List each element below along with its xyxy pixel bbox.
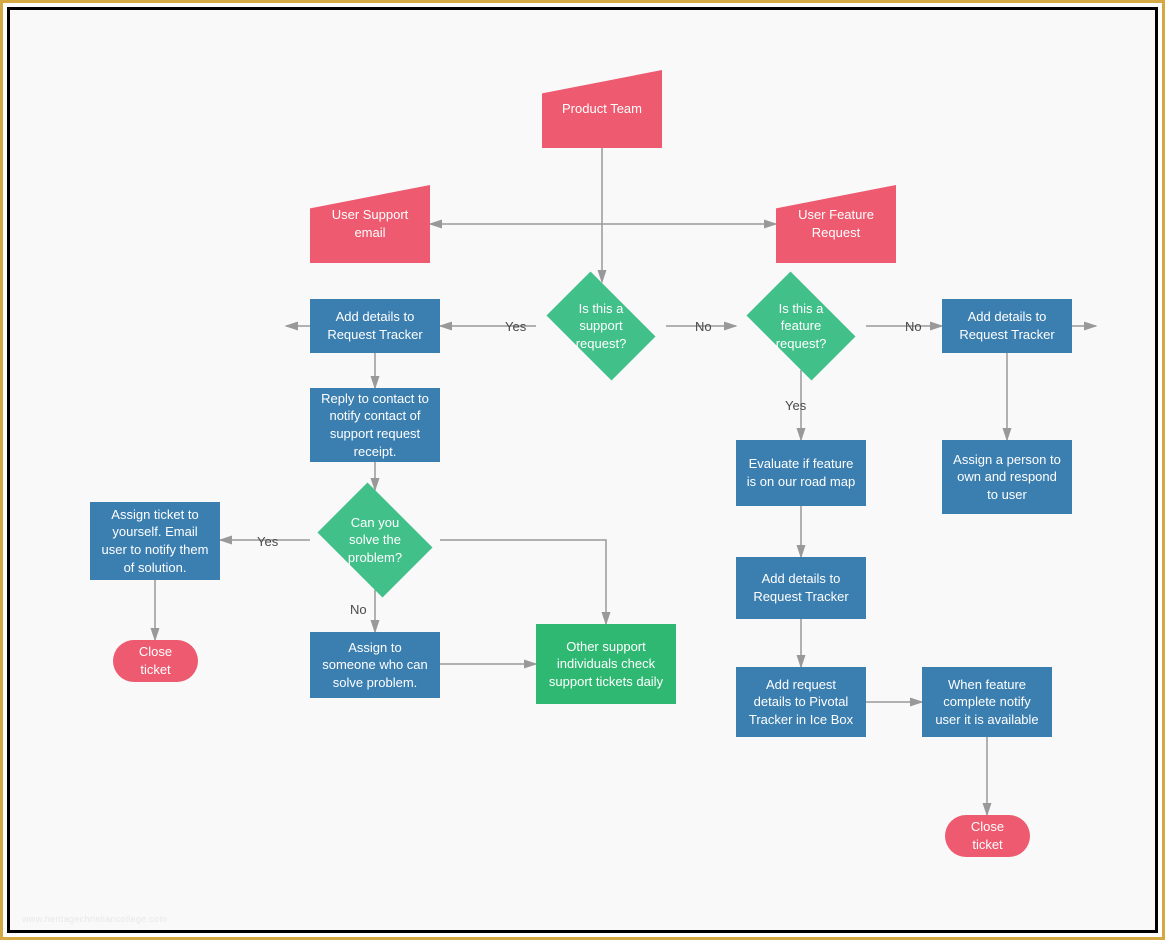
node-assign_someone: Assign to someone who can solve problem. xyxy=(310,632,440,698)
node-is_support: Is this a support request? xyxy=(536,282,666,370)
inner-frame: YesNoYesNoNoYesProduct TeamUser Support … xyxy=(7,7,1158,933)
watermark: www.heritagechristiancollege.com xyxy=(22,914,167,924)
node-reply_contact: Reply to contact to notify contact of su… xyxy=(310,388,440,462)
node-label: Can you solve the problem? xyxy=(320,514,430,567)
node-label: Is this a feature request? xyxy=(746,300,856,353)
edge-label-is_feature-add_details_right: No xyxy=(905,319,922,334)
node-add_details_left: Add details to Request Tracker xyxy=(310,299,440,353)
node-other_support: Other support individuals check support … xyxy=(536,624,676,704)
edge-can_solve-other_support xyxy=(440,540,606,624)
edge-label-can_solve-assign_someone: No xyxy=(350,602,367,617)
node-evaluate_feature: Evaluate if feature is on our road map xyxy=(736,440,866,506)
edge-label-is_feature-evaluate_feature: Yes xyxy=(785,398,806,413)
node-label: Is this a support request? xyxy=(546,300,656,353)
edge-product_team-user_support_email xyxy=(430,148,602,224)
outer-frame: YesNoYesNoNoYesProduct TeamUser Support … xyxy=(0,0,1165,940)
node-is_feature: Is this a feature request? xyxy=(736,282,866,370)
node-close_ticket_right: Close ticket xyxy=(945,815,1030,857)
node-can_solve: Can you solve the problem? xyxy=(310,490,440,590)
node-close_ticket_left: Close ticket xyxy=(113,640,198,682)
edge-label-is_support-add_details_left: Yes xyxy=(505,319,526,334)
edge-label-is_support-is_feature: No xyxy=(695,319,712,334)
edge-label-can_solve-assign_ticket_self: Yes xyxy=(257,534,278,549)
flowchart-canvas: YesNoYesNoNoYesProduct TeamUser Support … xyxy=(10,10,1155,930)
node-feature_complete: When feature complete notify user it is … xyxy=(922,667,1052,737)
node-add_details_right: Add details to Request Tracker xyxy=(942,299,1072,353)
node-assign_ticket_self: Assign ticket to yourself. Email user to… xyxy=(90,502,220,580)
node-pivotal_tracker: Add request details to Pivotal Tracker i… xyxy=(736,667,866,737)
node-assign_person: Assign a person to own and respond to us… xyxy=(942,440,1072,514)
node-add_details_mid: Add details to Request Tracker xyxy=(736,557,866,619)
